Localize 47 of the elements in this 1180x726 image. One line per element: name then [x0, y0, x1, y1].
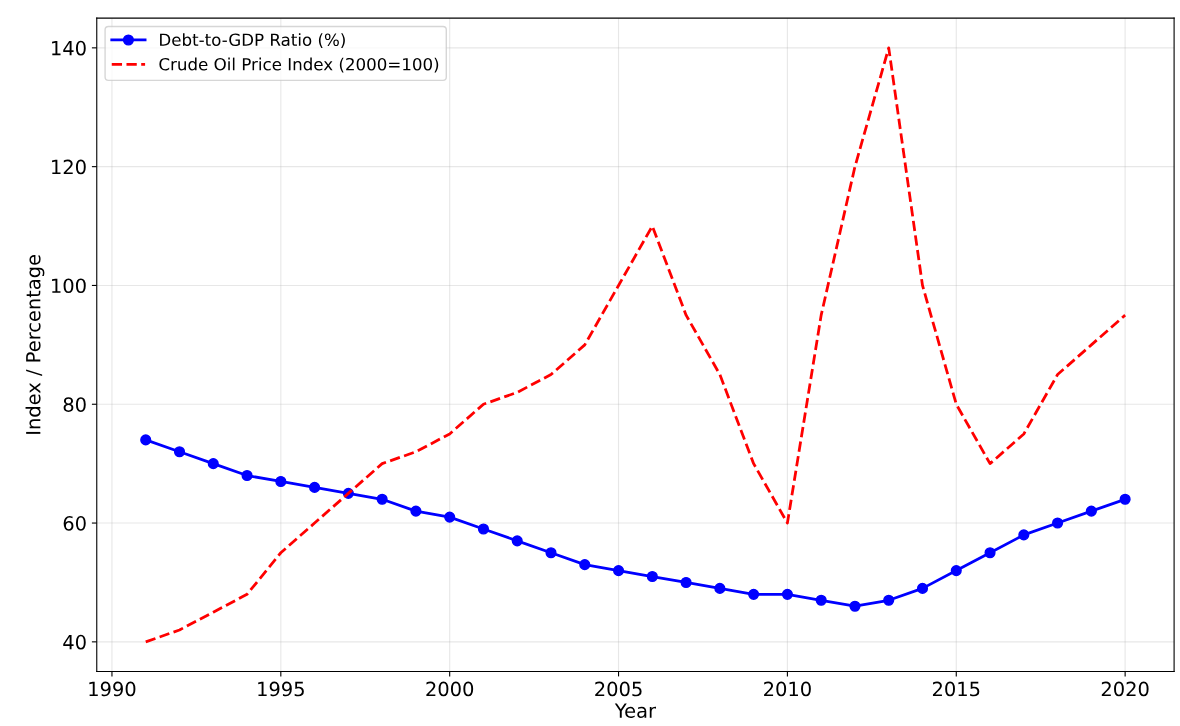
point	[545, 547, 557, 559]
point	[579, 559, 591, 571]
point	[950, 565, 962, 577]
point	[748, 588, 760, 600]
line-series	[144, 46, 1127, 644]
legend-label: Debt-to-GDP Ratio (%)	[160, 33, 345, 49]
x-tick-label: 2015	[932, 681, 980, 697]
point	[1119, 493, 1131, 505]
point	[376, 493, 388, 505]
y-tick-label: 40	[63, 634, 86, 650]
x-tick-label: 2000	[426, 681, 474, 697]
x-tick-label: 2005	[595, 681, 642, 697]
y-tick-label: 80	[63, 397, 86, 412]
x-tick-label: 2020	[1101, 681, 1149, 697]
point	[916, 582, 929, 594]
x-tick-label: 1995	[258, 681, 304, 697]
legend-label: Crude Oil Price Index (2000=100)	[159, 57, 439, 73]
point	[241, 469, 253, 482]
point	[444, 511, 456, 523]
point	[173, 446, 186, 458]
x-axis-title: Year	[614, 703, 657, 718]
point	[781, 588, 793, 600]
point	[883, 594, 895, 606]
point	[714, 582, 726, 594]
point	[207, 458, 219, 470]
point	[612, 565, 625, 577]
x-tick-label: 1990	[89, 681, 136, 697]
point	[815, 594, 827, 606]
point	[849, 600, 861, 612]
point	[646, 570, 658, 583]
y-tick-label: 120	[52, 159, 86, 175]
point	[309, 481, 321, 493]
point	[410, 505, 422, 517]
point	[140, 434, 152, 446]
point	[275, 475, 287, 488]
point	[511, 535, 523, 547]
y-tick-label: 100	[52, 278, 86, 294]
point	[1018, 529, 1030, 541]
y-tick-label: 140	[52, 40, 86, 56]
point	[680, 576, 692, 589]
point	[477, 523, 490, 535]
point	[984, 547, 996, 559]
x-tick-label: 2010	[764, 681, 811, 697]
y-tick-label: 60	[63, 516, 86, 531]
point	[1052, 517, 1064, 529]
point	[1085, 505, 1097, 517]
y-axis-title: Index / Percentage	[25, 254, 45, 434]
